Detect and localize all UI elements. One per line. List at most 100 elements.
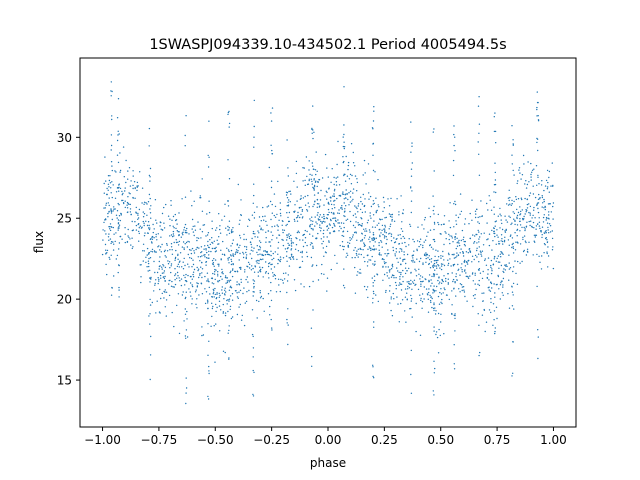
- data-point: [500, 282, 502, 284]
- data-point: [196, 246, 198, 249]
- data-point: [313, 186, 316, 188]
- data-point: [123, 176, 126, 178]
- data-point: [215, 229, 217, 231]
- data-point: [444, 231, 446, 233]
- data-point: [369, 231, 371, 233]
- data-point: [226, 299, 228, 302]
- data-point: [383, 258, 385, 261]
- data-point: [185, 291, 187, 293]
- data-point: [274, 274, 276, 277]
- data-point: [116, 154, 119, 156]
- data-point: [375, 210, 377, 212]
- data-point: [208, 254, 210, 256]
- data-point: [350, 238, 353, 240]
- data-point: [115, 191, 118, 193]
- data-point: [467, 276, 469, 278]
- data-point: [410, 373, 412, 376]
- data-point: [159, 221, 161, 223]
- data-point: [505, 229, 507, 231]
- data-point: [191, 298, 193, 300]
- data-point: [217, 263, 219, 265]
- data-point: [333, 213, 335, 215]
- data-point: [271, 107, 274, 109]
- data-point: [239, 237, 242, 239]
- data-point: [423, 254, 426, 257]
- data-point: [214, 251, 217, 253]
- data-point: [343, 198, 345, 200]
- data-point: [480, 233, 482, 235]
- data-point: [162, 276, 165, 278]
- x-tick-label: −1.00: [84, 433, 121, 447]
- data-point: [437, 352, 440, 354]
- data-point: [242, 292, 244, 295]
- data-point: [400, 271, 402, 274]
- data-point: [399, 278, 401, 280]
- data-point: [390, 233, 393, 235]
- data-point: [370, 205, 373, 208]
- data-point: [135, 229, 138, 231]
- data-point: [327, 227, 330, 229]
- data-point: [231, 299, 234, 301]
- data-point: [382, 233, 384, 236]
- data-point: [546, 188, 549, 190]
- x-tick-label: −0.75: [141, 433, 178, 447]
- data-point: [521, 174, 524, 176]
- data-point: [155, 233, 157, 236]
- data-point: [485, 264, 488, 266]
- data-point: [490, 264, 492, 267]
- data-point: [374, 226, 376, 228]
- data-point: [286, 139, 288, 141]
- data-point: [206, 280, 208, 282]
- data-point: [420, 297, 422, 300]
- data-point: [213, 273, 216, 275]
- data-point: [150, 250, 152, 253]
- data-point: [163, 297, 165, 299]
- data-point: [418, 268, 420, 270]
- data-point: [290, 193, 292, 195]
- data-point: [368, 259, 370, 261]
- data-point: [373, 292, 375, 295]
- data-point: [221, 278, 223, 280]
- data-point: [512, 270, 514, 273]
- data-point: [253, 291, 255, 293]
- data-point: [544, 208, 546, 211]
- data-point: [143, 213, 146, 215]
- data-point: [451, 304, 453, 306]
- data-point: [449, 258, 451, 260]
- data-point: [146, 214, 148, 216]
- data-point: [286, 205, 288, 207]
- data-point: [160, 277, 162, 279]
- data-point: [520, 178, 522, 180]
- data-point: [108, 179, 111, 182]
- data-point: [136, 189, 138, 192]
- data-point: [373, 377, 375, 379]
- data-point: [356, 274, 358, 276]
- data-point: [210, 250, 212, 253]
- data-point: [388, 271, 391, 273]
- data-point: [238, 223, 240, 225]
- data-point: [185, 387, 188, 389]
- data-point: [194, 229, 197, 231]
- data-point: [142, 220, 144, 223]
- data-point: [207, 280, 209, 282]
- data-point: [464, 269, 466, 271]
- data-point: [227, 225, 229, 228]
- data-point: [301, 210, 303, 212]
- data-point: [288, 257, 290, 259]
- data-point: [183, 247, 185, 249]
- data-point: [433, 394, 435, 396]
- data-point: [343, 222, 345, 224]
- data-point: [231, 275, 234, 278]
- data-point: [400, 248, 403, 250]
- data-point: [339, 225, 341, 228]
- data-point: [528, 181, 530, 183]
- data-point: [253, 125, 255, 128]
- data-point: [215, 323, 217, 325]
- data-point: [139, 264, 141, 266]
- data-point: [535, 228, 537, 230]
- data-point: [393, 220, 396, 222]
- data-point: [151, 238, 154, 240]
- data-point: [270, 254, 272, 257]
- data-point: [465, 251, 468, 253]
- data-point: [156, 222, 158, 224]
